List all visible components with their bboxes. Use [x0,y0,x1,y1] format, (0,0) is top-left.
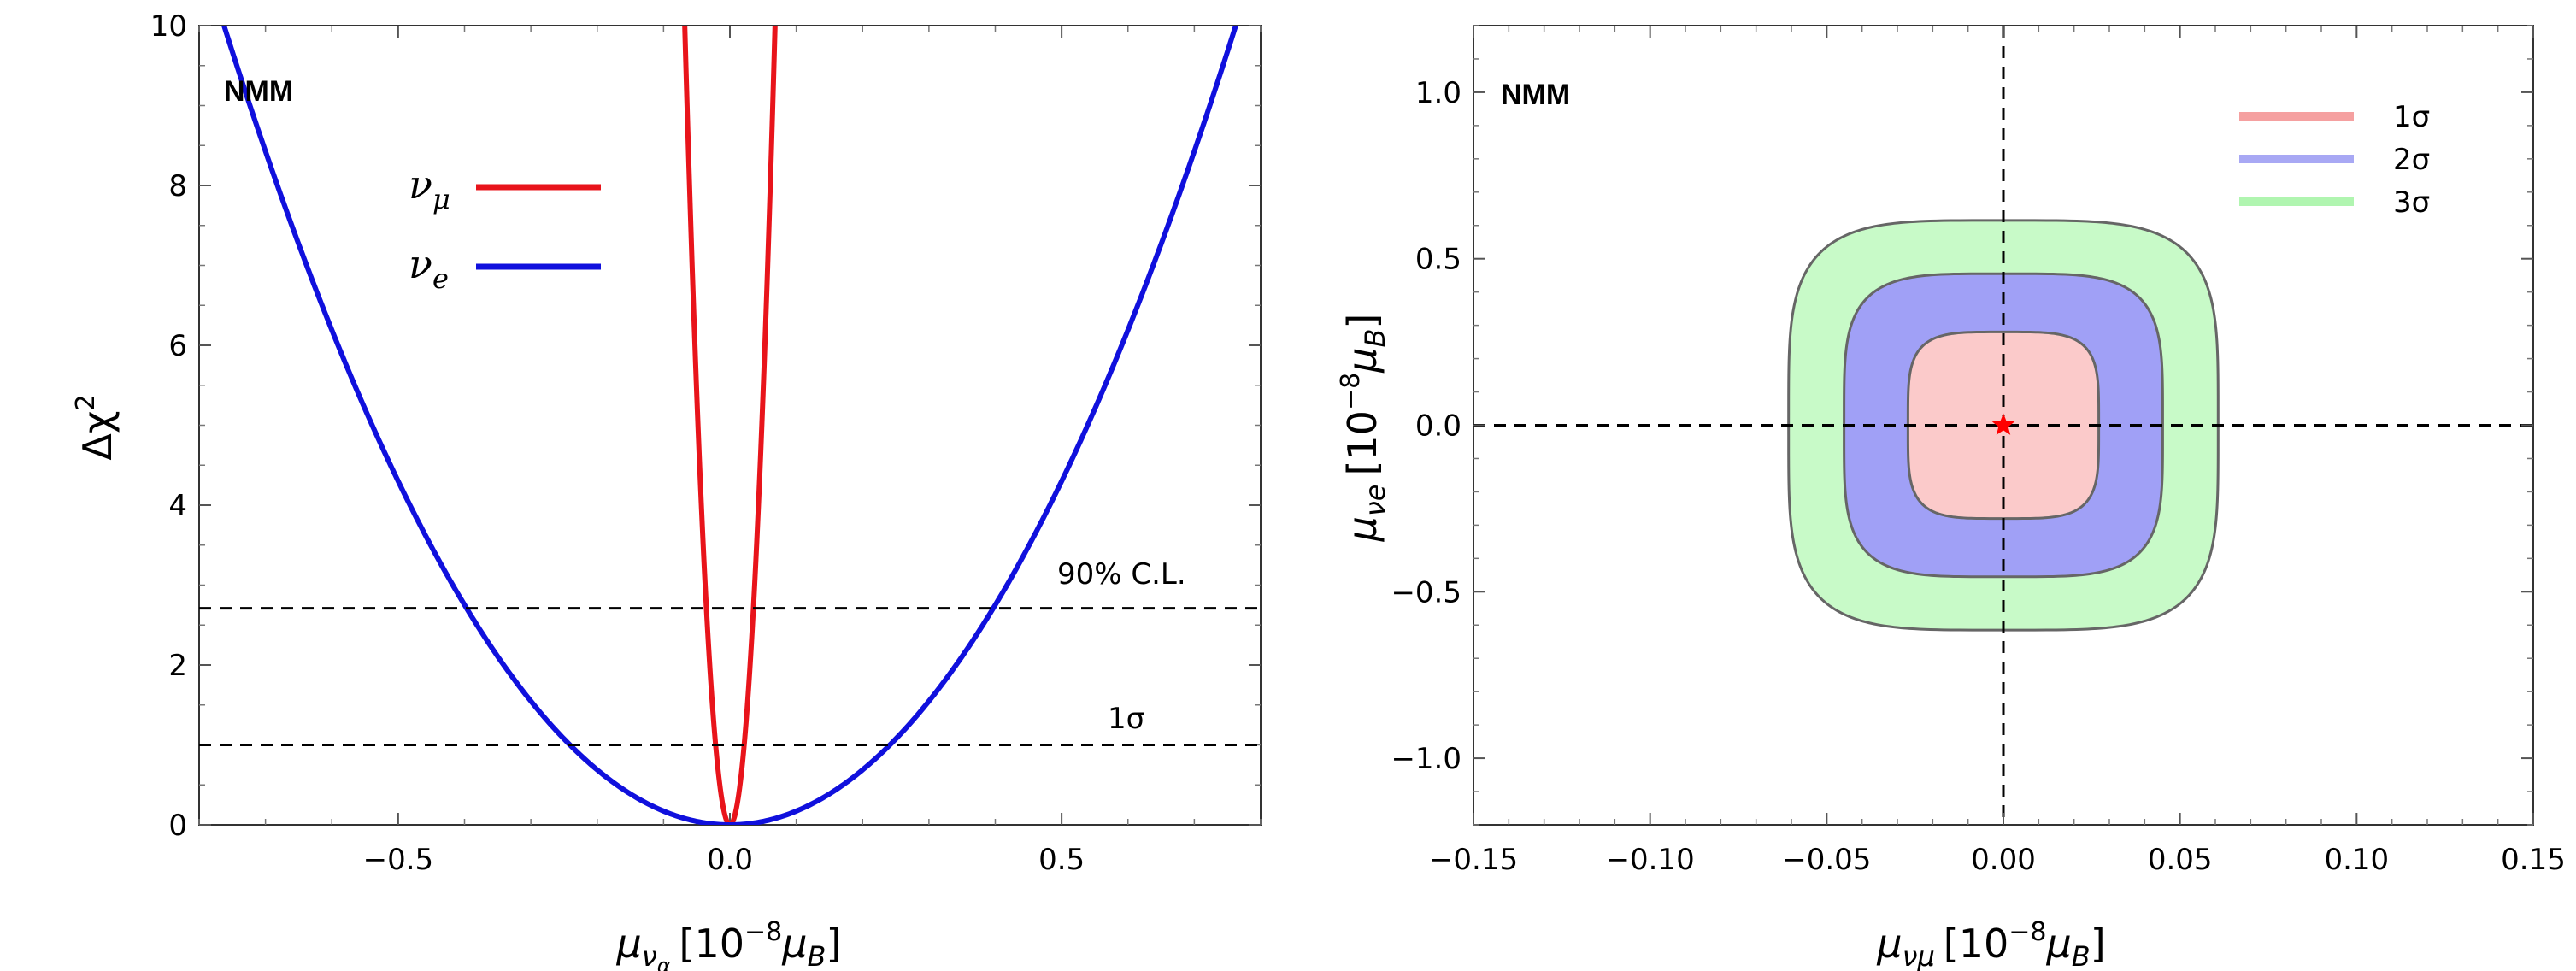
right-ytick-label: −0.5 [1391,575,1461,609]
one-sigma-annotation: 1σ [1108,702,1144,736]
legend-label-nue: νe [409,241,449,295]
curve-numu [682,26,778,825]
right-xtick-label: −0.10 [1606,843,1695,877]
right-tick-labels: −0.15 −0.10 −0.05 0.00 0.05 0.10 0.15 −1.0 −0.5 0… [1391,76,2565,877]
right-ticks [1473,25,2534,826]
left-ytick-label: 10 [150,9,187,44]
curve-nue [221,26,1239,825]
left-y-axis-label: Δχ2 [71,394,121,460]
right-legend: 1σ 2σ 3σ [2239,100,2430,220]
left-ytick-label: 0 [168,809,187,843]
left-ticks [198,25,1262,826]
right-y-axis-label: μνe[10−8μB] [1336,314,1391,543]
best-fit-star-marker [1991,413,2015,435]
right-x-axis-label: μνμ [10−8μB] [1876,917,2105,971]
right-panel: −0.15 −0.10 −0.05 0.00 0.05 0.10 0.15 −1.0 −0.5 0… [1336,25,2566,971]
right-xtick-label: −0.05 [1782,843,1871,877]
right-ytick-label: 1.0 [1415,76,1461,110]
left-reference-lines [199,607,1261,746]
cl90-annotation: 90% C.L. [1057,557,1186,591]
left-curves [221,26,1239,825]
right-xtick-label: 0.15 [2501,843,2566,877]
right-xtick-label: 0.00 [1971,843,2036,877]
left-panel-tag: NMM [224,75,293,108]
left-legend: νμ νe [409,162,601,295]
left-x-axis-label: μνα [10−8μB] [616,917,842,971]
right-ytick-label: −1.0 [1391,742,1461,776]
left-xtick-label: −0.5 [363,843,434,877]
left-ytick-label: 6 [168,329,187,363]
right-xtick-label: 0.05 [2148,843,2213,877]
left-xtick-label: 0.5 [1038,843,1085,877]
left-ytick-label: 8 [168,169,187,203]
legend-label-2sigma: 2σ [2393,143,2430,177]
right-ytick-label: 0.5 [1415,243,1461,277]
left-ytick-label: 2 [168,649,187,683]
left-ytick-label: 4 [168,489,187,523]
right-panel-tag: NMM [1501,79,1570,111]
left-xtick-label: 0.0 [707,843,753,877]
right-xtick-label: −0.15 [1429,843,1518,877]
left-tick-labels: −0.5 0.0 0.5 0 2 4 6 8 10 [150,9,1085,877]
right-ytick-label: 0.0 [1415,409,1461,444]
legend-label-1sigma: 1σ [2393,100,2430,134]
left-plot-frame [198,25,1262,826]
legend-label-numu: νμ [409,162,450,215]
right-xtick-label: 0.10 [2324,843,2389,877]
legend-label-3sigma: 3σ [2393,185,2430,220]
